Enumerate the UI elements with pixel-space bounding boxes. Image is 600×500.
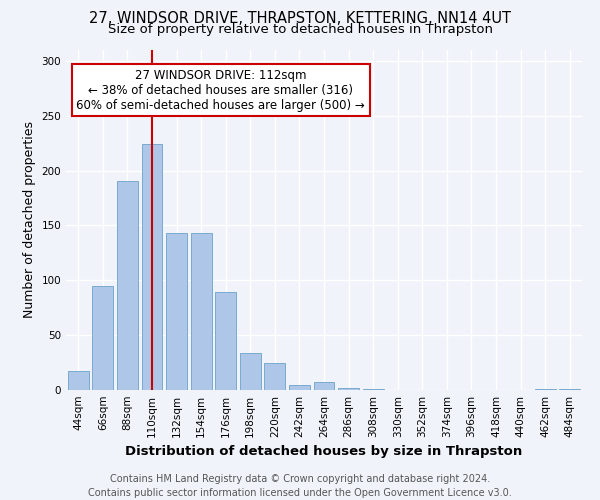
Bar	[289, 384, 310, 390]
Bar	[265, 362, 286, 390]
Bar	[92, 286, 113, 390]
Text: Contains HM Land Registry data © Crown copyright and database right 2024.
Contai: Contains HM Land Registry data © Crown c…	[88, 474, 512, 498]
Text: 27, WINDSOR DRIVE, THRAPSTON, KETTERING, NN14 4UT: 27, WINDSOR DRIVE, THRAPSTON, KETTERING,…	[89, 11, 511, 26]
X-axis label: Distribution of detached houses by size in Thrapston: Distribution of detached houses by size …	[125, 446, 523, 458]
Bar	[215, 292, 236, 390]
Bar	[362, 389, 383, 390]
Bar	[240, 352, 261, 390]
Text: 27 WINDSOR DRIVE: 112sqm
← 38% of detached houses are smaller (316)
60% of semi-: 27 WINDSOR DRIVE: 112sqm ← 38% of detach…	[76, 68, 365, 112]
Bar	[535, 389, 556, 390]
Bar	[142, 144, 163, 390]
Bar	[338, 388, 359, 390]
Bar	[559, 389, 580, 390]
Text: Size of property relative to detached houses in Thrapston: Size of property relative to detached ho…	[107, 22, 493, 36]
Bar	[68, 372, 89, 390]
Bar	[191, 233, 212, 390]
Bar	[314, 382, 334, 390]
Bar	[117, 180, 138, 390]
Y-axis label: Number of detached properties: Number of detached properties	[23, 122, 36, 318]
Bar	[166, 233, 187, 390]
